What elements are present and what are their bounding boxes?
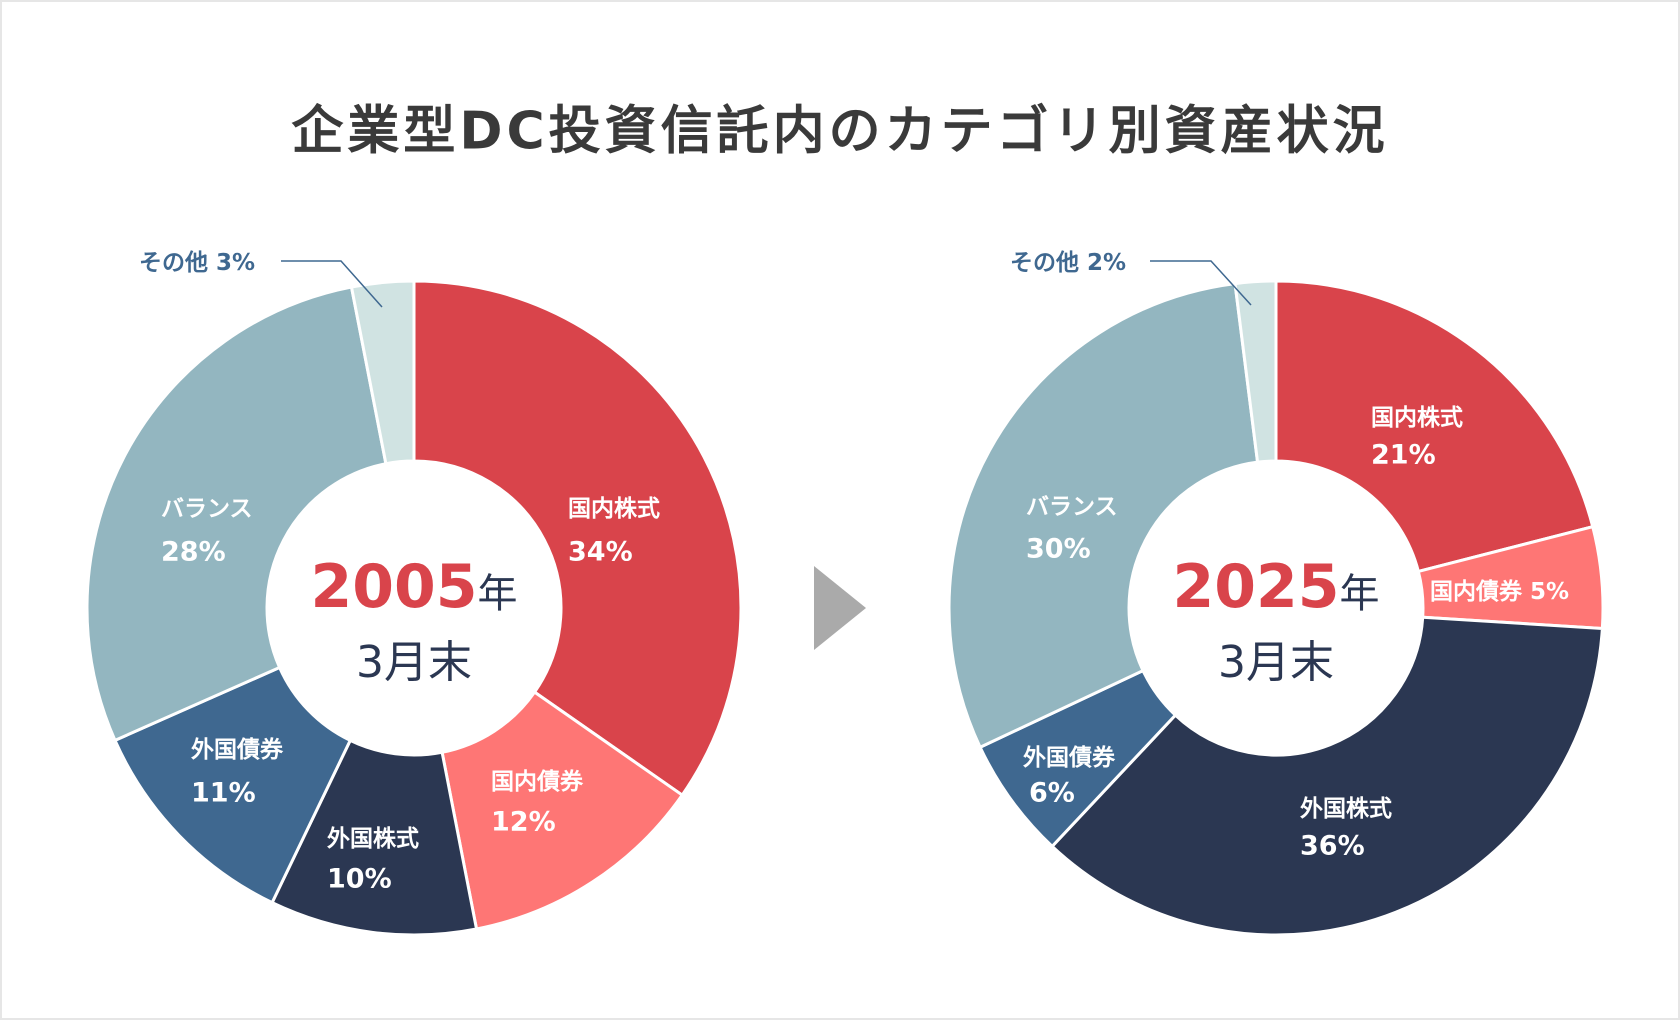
label-other: その他 3% xyxy=(139,250,256,276)
slice-外国株式 xyxy=(1050,615,1604,937)
leader-line-other-2025 xyxy=(1150,260,1252,306)
label-pct: 34% xyxy=(568,536,633,568)
donut-2005 xyxy=(85,279,743,937)
label-pct: 28% xyxy=(161,536,226,568)
year-value: 2005 xyxy=(310,552,478,622)
label-pct: 30% xyxy=(1026,533,1091,565)
slice-その他 xyxy=(349,279,416,466)
year-suffix: 年 xyxy=(477,571,518,617)
center-year: 2005年 xyxy=(311,552,518,622)
label-pct: 6% xyxy=(1029,777,1075,809)
center-month: 3月末 xyxy=(1218,637,1334,688)
label-cat: 国内株式 xyxy=(1371,405,1463,431)
chart-title: 企業型DC投資信託内のカテゴリ別資産状況 xyxy=(291,101,1389,162)
label-pct: 36% xyxy=(1300,830,1365,862)
year-suffix: 年 xyxy=(1339,571,1380,617)
label-other: その他 2% xyxy=(1010,250,1127,276)
label-pct: 12% xyxy=(491,806,556,838)
year-value: 2025 xyxy=(1172,552,1340,622)
label-cat: バランス xyxy=(161,496,253,522)
label-cat: 国内債券 xyxy=(491,769,583,795)
slice-国内株式 xyxy=(1274,279,1595,574)
label-cat: 国内株式 xyxy=(568,496,660,522)
slice-バランス xyxy=(947,281,1260,750)
slice-外国債券 xyxy=(113,665,353,905)
label-cat: 外国債券 xyxy=(1023,745,1115,771)
center-month: 3月末 xyxy=(356,637,472,688)
label-pct: 21% xyxy=(1371,439,1436,471)
slice-バランス xyxy=(85,285,388,743)
label-cat: 外国株式 xyxy=(1300,796,1392,822)
label-cat: 外国株式 xyxy=(327,826,419,852)
center-year: 2025年 xyxy=(1173,552,1380,622)
slice-その他 xyxy=(1233,279,1278,464)
leader-line-other-2005 xyxy=(281,260,383,308)
arrow-icon xyxy=(814,566,866,650)
label-cat: バランス xyxy=(1026,494,1118,520)
slice-国内債券 xyxy=(440,690,685,931)
label-pct: 10% xyxy=(327,863,392,895)
label-pct: 11% xyxy=(191,777,256,809)
label-combined: 国内債券 5% xyxy=(1430,579,1570,605)
slice-国内株式 xyxy=(412,279,743,798)
donut-2025 xyxy=(947,279,1605,937)
label-cat: 外国債券 xyxy=(191,737,283,763)
